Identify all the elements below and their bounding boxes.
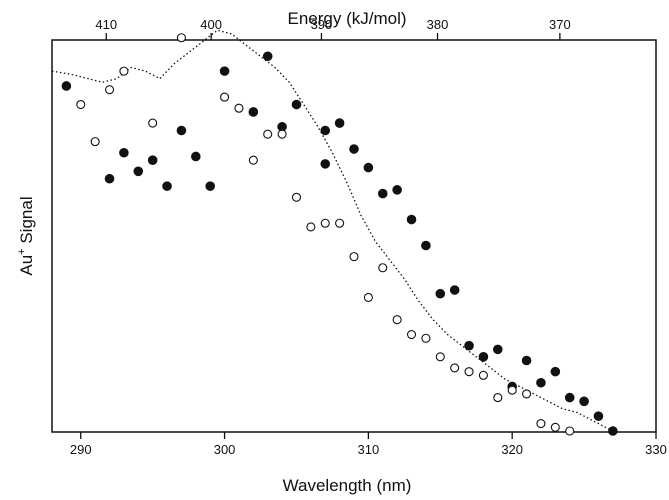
open-circle-point [392,315,402,325]
open-circle-point [76,99,86,110]
filled-circle-point [464,340,474,351]
filled-circle-point [564,392,575,403]
filled-circle-point [579,396,589,407]
y-axis-title-rest: Signal [17,196,36,248]
open-circle-point [119,66,129,76]
filled-circle-point [104,173,115,184]
x-tick-label: 300 [214,442,236,457]
open-circle-point [90,137,100,147]
filled-circle-point [61,81,72,91]
y-axis-title-main: Au [17,255,36,276]
filled-circle-point [248,107,259,117]
open-circle-point [507,385,517,395]
open-circle-point [306,222,316,232]
filled-circle-point [608,426,618,436]
ticks-group: 290 300 310 320 330 410 400 390 380 370 [70,17,667,457]
open-circle-point [522,389,532,399]
top-tick-label: 410 [95,17,117,32]
filled-circle-point [349,144,359,154]
open-circle-point [277,129,287,139]
filled-circle-point [449,285,460,295]
y-axis-title-sup: + [16,248,28,254]
filled-circle-point [119,147,129,158]
filled-circle-point [191,151,201,162]
filled-circle-point [334,118,345,128]
open-circle-point [450,363,460,373]
filled-circle-point [133,166,144,177]
filled-circle-point [219,66,230,76]
open-circle-point [565,426,575,436]
open-circle-point [464,367,474,377]
filled-circle-point [478,352,489,362]
filled-circle-point [176,125,187,136]
x-tick-label: 290 [70,442,92,457]
dotted-curve-group [51,29,614,432]
filled-circle-point [205,181,215,191]
open-circle-point [421,333,431,343]
open-circle-point [248,155,258,165]
open-circle-point [291,192,302,202]
open-circle-point [378,263,388,273]
open-circle-point [550,422,560,432]
open-circle-point [493,393,503,403]
open-circle-point [234,103,244,113]
filled-circle-point [291,99,302,110]
filled-circle-point [147,155,158,165]
filled-circle-point [363,162,374,173]
open-circle-point [406,329,417,340]
filled-circle-point [593,411,604,421]
points-group [61,33,618,436]
filled-circle-point [262,51,273,62]
filled-circle-point [162,181,172,191]
top-tick-label: 370 [549,17,571,32]
open-circle-point [478,370,488,380]
open-circle-point [220,92,230,102]
top-tick-label: 390 [311,17,333,32]
x-axis-title: Wavelength (nm) [283,476,412,495]
open-circle-point [148,118,158,128]
top-tick-label: 380 [427,17,449,32]
open-circle-point [435,352,445,362]
filled-circle-point [377,188,388,199]
open-circle-point [363,292,373,302]
filled-circle-point [435,288,446,299]
filled-circle-point [421,240,431,251]
open-circle-point [104,85,115,95]
x-tick-label: 310 [358,442,380,457]
top-axis-title: Energy (kJ/mol) [287,9,406,28]
dotted-curve [51,29,614,432]
open-circle-point [263,129,273,139]
filled-circle-point [536,377,546,388]
plot-frame [51,39,657,433]
filled-circle-point [406,214,417,225]
open-circle-point [536,419,546,429]
open-circle-point [176,33,186,43]
filled-circle-point [521,355,532,366]
filled-circle-point [320,159,331,169]
open-circle-point [349,252,359,262]
filled-circle-point [392,185,402,195]
open-circle-point [335,218,345,228]
top-tick-label: 400 [200,17,222,32]
filled-circle-point [550,366,561,377]
x-tick-label: 320 [501,442,523,457]
filled-circle-point [320,125,331,136]
x-tick-label: 330 [645,442,667,457]
y-axis-title: Au+ Signal [16,196,36,275]
open-circle-point [320,218,330,228]
filled-circle-point [493,344,503,355]
